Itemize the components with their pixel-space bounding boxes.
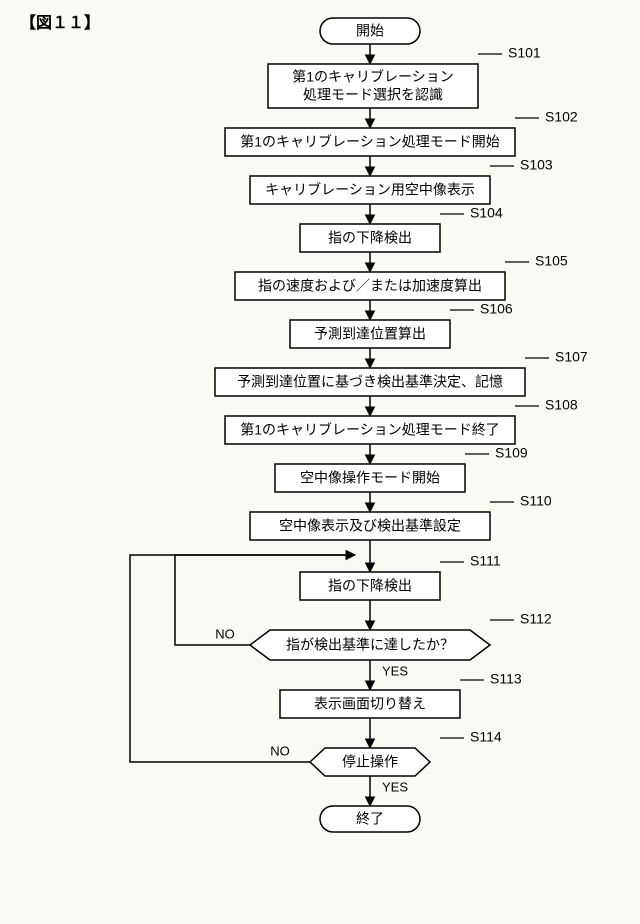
svg-text:指が検出基準に達したか？: 指が検出基準に達したか？ bbox=[286, 637, 454, 653]
svg-text:S107: S107 bbox=[555, 349, 588, 365]
svg-text:停止操作: 停止操作 bbox=[342, 754, 398, 770]
process-s103: キャリブレーション用空中像表示 bbox=[250, 176, 490, 204]
svg-text:処理モード選択を認識: 処理モード選択を認識 bbox=[303, 87, 443, 103]
process-s109: 空中像操作モード開始 bbox=[275, 464, 465, 492]
svg-text:予測到達位置算出: 予測到達位置算出 bbox=[314, 326, 426, 342]
process-s102: 第1のキャリブレーション処理モード開始 bbox=[225, 128, 515, 156]
s114-yes-label: YES bbox=[382, 779, 408, 794]
terminal-start: 開始 bbox=[320, 18, 420, 44]
flowchart: 【図１１】 開始 S101 第1のキャリブレーション 処理モード選択を認識 S1… bbox=[0, 0, 640, 924]
svg-text:指の下降検出: 指の下降検出 bbox=[328, 230, 412, 246]
figure-title: 【図１１】 bbox=[20, 14, 100, 32]
svg-text:指の速度および／または加速度算出: 指の速度および／または加速度算出 bbox=[258, 278, 482, 294]
svg-text:表示画面切り替え: 表示画面切り替え bbox=[314, 696, 426, 712]
svg-text:第1のキャリブレーション: 第1のキャリブレーション bbox=[292, 69, 454, 85]
svg-text:S108: S108 bbox=[545, 397, 578, 413]
svg-text:S114: S114 bbox=[470, 729, 502, 745]
svg-text:S110: S110 bbox=[520, 493, 552, 509]
svg-text:空中像表示及び検出基準設定: 空中像表示及び検出基準設定 bbox=[279, 518, 461, 534]
decision-s112: 指が検出基準に達したか？ bbox=[250, 630, 490, 660]
svg-text:S113: S113 bbox=[490, 671, 522, 687]
process-s105: 指の速度および／または加速度算出 bbox=[235, 272, 505, 300]
s112-yes-label: YES bbox=[382, 663, 408, 678]
svg-text:開始: 開始 bbox=[356, 23, 384, 39]
svg-text:空中像操作モード開始: 空中像操作モード開始 bbox=[300, 470, 440, 486]
svg-text:S109: S109 bbox=[495, 445, 528, 461]
terminal-end: 終了 bbox=[320, 806, 420, 832]
svg-text:S101: S101 bbox=[508, 45, 541, 61]
s112-no-label: NO bbox=[215, 626, 235, 641]
svg-text:S104: S104 bbox=[470, 205, 503, 221]
svg-text:S112: S112 bbox=[520, 611, 552, 627]
process-s113: 表示画面切り替え bbox=[280, 690, 460, 718]
process-s104: 指の下降検出 bbox=[300, 224, 440, 252]
svg-text:S105: S105 bbox=[535, 253, 568, 269]
process-s108: 第1のキャリブレーション処理モード終了 bbox=[225, 416, 515, 444]
process-s106: 予測到達位置算出 bbox=[290, 320, 450, 348]
svg-text:キャリブレーション用空中像表示: キャリブレーション用空中像表示 bbox=[265, 182, 475, 198]
process-s111: 指の下降検出 bbox=[300, 572, 440, 600]
process-s107: 予測到達位置に基づき検出基準決定、記憶 bbox=[215, 368, 525, 396]
svg-text:第1のキャリブレーション処理モード開始: 第1のキャリブレーション処理モード開始 bbox=[240, 134, 500, 150]
process-s110: 空中像表示及び検出基準設定 bbox=[250, 512, 490, 540]
svg-text:終了: 終了 bbox=[356, 811, 384, 827]
svg-text:指の下降検出: 指の下降検出 bbox=[328, 578, 412, 594]
svg-text:予測到達位置に基づき検出基準決定、記憶: 予測到達位置に基づき検出基準決定、記憶 bbox=[237, 374, 503, 390]
svg-text:第1のキャリブレーション処理モード終了: 第1のキャリブレーション処理モード終了 bbox=[240, 422, 500, 438]
s114-no-label: NO bbox=[270, 743, 290, 758]
svg-text:S111: S111 bbox=[470, 553, 501, 569]
process-s101: 第1のキャリブレーション 処理モード選択を認識 bbox=[268, 64, 478, 108]
svg-text:S102: S102 bbox=[545, 109, 578, 125]
svg-text:S103: S103 bbox=[520, 157, 553, 173]
svg-text:S106: S106 bbox=[480, 301, 513, 317]
decision-s114: 停止操作 bbox=[310, 748, 430, 776]
